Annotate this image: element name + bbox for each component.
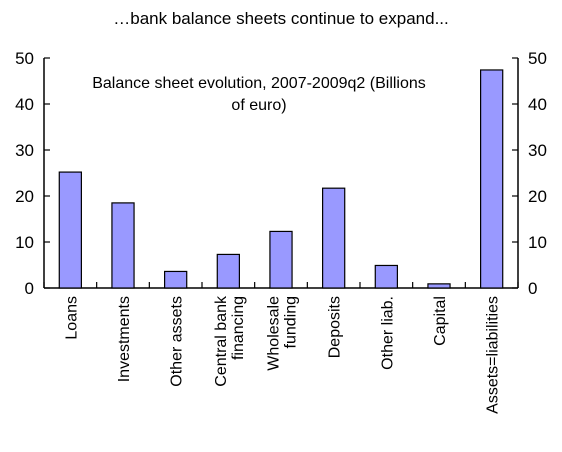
- right-y-ticks: 0 10 20 30 40 50: [512, 49, 547, 298]
- chart-annotation: Balance sheet evolution, 2007-2009q2 (Bi…: [92, 75, 426, 114]
- x-tick-label: Wholesale: [266, 296, 283, 371]
- bar: [216, 253, 240, 289]
- left-y-tick-label: 40: [15, 95, 34, 114]
- x-tick-label: Other liab.: [379, 296, 396, 370]
- right-y-tick-label: 50: [528, 49, 547, 68]
- x-tick-label: Central bank: [213, 295, 230, 387]
- right-y-tick-label: 10: [528, 233, 547, 252]
- plot-area: 0 10 20 30 40 50 0 10 20 30 40 50 Loans Investments…: [15, 49, 547, 414]
- bar: [480, 69, 504, 289]
- bar: [111, 202, 135, 289]
- x-tick-label: Other assets: [169, 296, 186, 387]
- left-y-tick-label: 30: [15, 141, 34, 160]
- bar: [58, 171, 82, 289]
- bar: [427, 283, 451, 289]
- left-y-tick-label: 10: [15, 233, 34, 252]
- bars: [58, 69, 504, 289]
- annotation-line: Balance sheet evolution, 2007-2009q2 (Bi…: [92, 75, 426, 92]
- right-y-tick-label: 20: [528, 187, 547, 206]
- x-tick-label: financing: [230, 296, 247, 360]
- bar: [164, 270, 188, 289]
- right-y-tick-label: 40: [528, 95, 547, 114]
- right-y-tick-label: 30: [528, 141, 547, 160]
- bar: [374, 264, 398, 289]
- right-y-tick-label: 0: [528, 279, 537, 298]
- left-y-tick-label: 20: [15, 187, 34, 206]
- x-tick-label: funding: [283, 296, 300, 349]
- bar: [269, 230, 293, 289]
- bar: [322, 187, 346, 289]
- x-tick-labels: Loans Investments Other assets Central bank…: [63, 295, 501, 414]
- x-ticks: [43, 282, 519, 288]
- x-tick-label: Deposits: [327, 296, 344, 358]
- x-tick-label: Loans: [63, 296, 80, 340]
- x-tick-label: Investments: [116, 296, 133, 382]
- chart-title: …bank balance sheets continue to expand.…: [113, 9, 449, 28]
- x-tick-label: Assets=liabilities: [485, 296, 502, 414]
- x-tick-label: Capital: [432, 296, 449, 346]
- left-y-tick-label: 50: [15, 49, 34, 68]
- left-y-tick-label: 0: [25, 279, 34, 298]
- left-y-ticks: 0 10 20 30 40 50: [15, 49, 50, 298]
- annotation-line: of euro): [231, 97, 286, 114]
